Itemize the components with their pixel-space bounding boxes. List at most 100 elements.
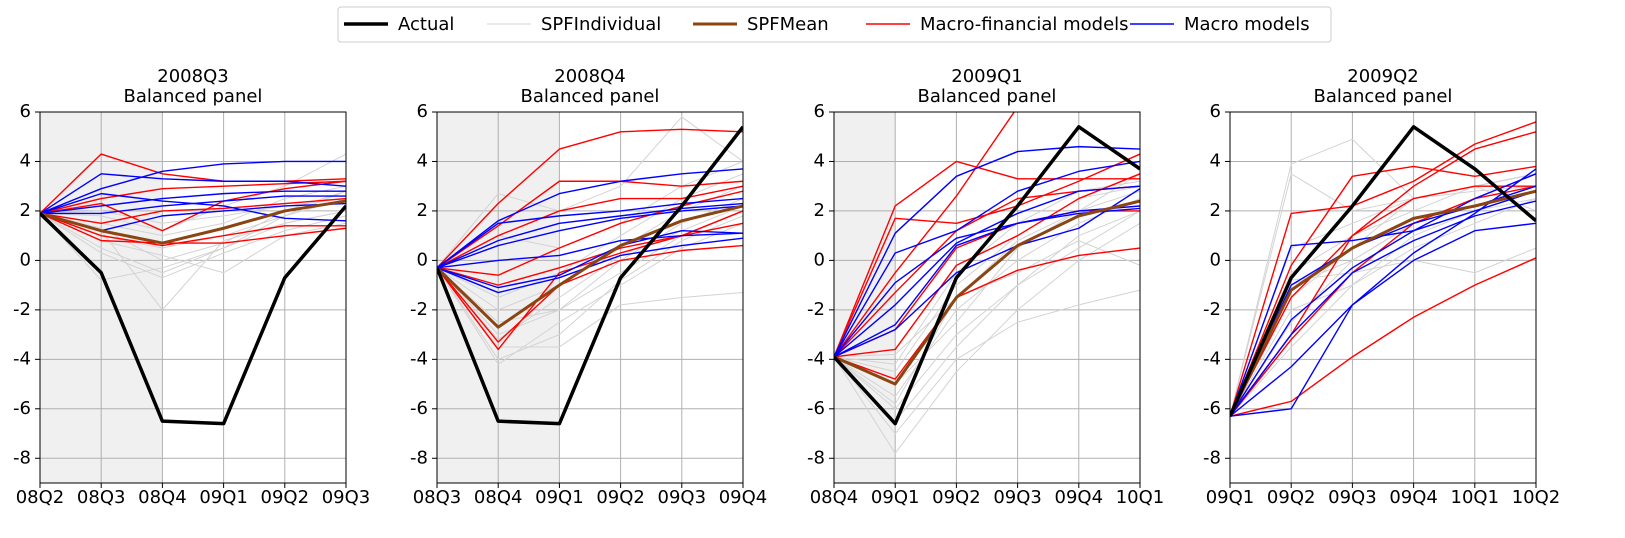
y-tick-label: -6 (1203, 398, 1221, 419)
series-line (437, 230, 743, 289)
y-tick-label: -4 (13, 348, 31, 369)
series-line (834, 185, 1140, 373)
x-tick-label: 09Q1 (535, 487, 584, 508)
series-line (40, 153, 346, 214)
x-tick-label: 08Q4 (810, 487, 859, 508)
series-line (834, 160, 1140, 358)
y-tick-label: 4 (814, 150, 825, 171)
series-line (40, 190, 346, 215)
series-line (437, 128, 743, 269)
x-tick-label: 08Q4 (138, 487, 187, 508)
x-tick-label: 09Q3 (322, 487, 371, 508)
y-tick-label: -4 (410, 348, 428, 369)
y-tick-label: 2 (20, 200, 31, 221)
series-line (437, 168, 743, 269)
series-line (437, 205, 743, 269)
y-tick-label: -6 (13, 398, 31, 419)
series-line (437, 116, 743, 269)
series-line (1230, 121, 1536, 417)
x-tick-label: 09Q3 (993, 487, 1042, 508)
x-tick-label: 09Q4 (1389, 487, 1438, 508)
series-line (1230, 198, 1536, 417)
y-tick-label: 2 (417, 200, 428, 221)
series-line (40, 190, 346, 281)
series-line (40, 192, 346, 222)
series-line (1230, 190, 1536, 417)
y-tick-label: -8 (13, 447, 31, 468)
x-tick-label: 09Q2 (596, 487, 645, 508)
series-line (1230, 125, 1536, 417)
series-line (437, 125, 743, 426)
series-line (834, 188, 1140, 358)
y-tick-label: -6 (410, 398, 428, 419)
panel-title: 2009Q1 (951, 66, 1022, 87)
series-line (40, 199, 346, 245)
panel-subtitle: Balanced panel (124, 86, 263, 107)
x-tick-label: 08Q3 (413, 487, 462, 508)
legend-label: Actual (398, 14, 454, 35)
panel-title: 2008Q3 (157, 66, 228, 87)
series-line (1230, 200, 1536, 417)
series-line (437, 204, 743, 329)
x-tick-label: 08Q4 (474, 487, 523, 508)
series-line (437, 202, 743, 269)
y-tick-label: -2 (410, 299, 428, 320)
y-tick-label: 0 (1210, 249, 1221, 270)
series-line (437, 180, 743, 269)
series-line (834, 240, 1140, 405)
y-tick-label: -2 (13, 299, 31, 320)
y-tick-label: 2 (814, 200, 825, 221)
series-line (1230, 165, 1536, 417)
plot-frame (436, 111, 744, 484)
series-line (40, 212, 346, 244)
series-line (40, 160, 346, 215)
series-line (834, 205, 1140, 358)
x-tick-label: 09Q2 (261, 487, 310, 508)
lines (1230, 121, 1536, 417)
series-line (1230, 247, 1536, 417)
panel-subtitle: Balanced panel (1314, 86, 1453, 107)
series-line (834, 145, 1140, 358)
series-line (437, 205, 743, 341)
x-tick-label: 09Q1 (871, 487, 920, 508)
legend-label: SPFIndividual (541, 14, 661, 35)
lines (437, 116, 743, 426)
series-line (834, 190, 1140, 358)
legend-label: SPFMean (747, 14, 829, 35)
plot-frame (833, 111, 1141, 484)
panel-title: 2009Q2 (1347, 66, 1418, 87)
series-line (834, 247, 1140, 380)
y-tick-label: 6 (20, 101, 31, 122)
series-line (834, 125, 1140, 426)
y-tick-label: 6 (814, 101, 825, 122)
panel-title: 2008Q4 (554, 66, 625, 87)
series-line (437, 244, 743, 343)
y-tick-label: -4 (807, 348, 825, 369)
series-line (40, 212, 346, 247)
x-tick-label: 09Q2 (1267, 487, 1316, 508)
y-tick-label: 4 (417, 150, 428, 171)
series-line (40, 197, 346, 224)
series-line (834, 173, 1140, 358)
series-line (40, 204, 346, 426)
y-tick-label: 6 (417, 101, 428, 122)
series-line (40, 180, 346, 215)
x-tick-label: 10Q1 (1451, 487, 1500, 508)
y-tick-label: -2 (807, 299, 825, 320)
x-tick-label: 09Q1 (1206, 487, 1255, 508)
y-tick-label: -4 (1203, 348, 1221, 369)
legend-label: Macro-financial models (920, 14, 1129, 35)
series-line (834, 289, 1140, 435)
series-line (834, 180, 1140, 365)
panel-subtitle: Balanced panel (918, 86, 1057, 107)
y-tick-label: -6 (807, 398, 825, 419)
y-tick-label: 0 (814, 249, 825, 270)
y-tick-label: -2 (1203, 299, 1221, 320)
series-line (40, 198, 346, 224)
y-tick-label: 0 (20, 249, 31, 270)
y-tick-label: -8 (1203, 447, 1221, 468)
